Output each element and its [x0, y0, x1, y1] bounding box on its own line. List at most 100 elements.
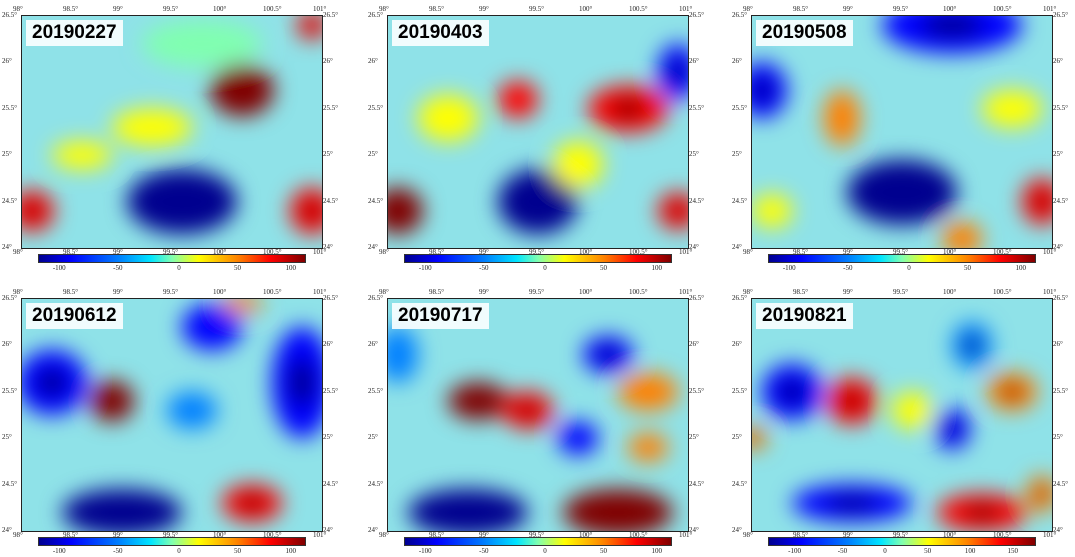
- anomaly-blob: [982, 90, 1042, 128]
- colorbar-tick-label: 50: [600, 547, 607, 555]
- x-tick-label: 100°: [579, 248, 593, 256]
- y-tick-label: 26.5°: [368, 11, 384, 19]
- x-tick-label: 99°: [479, 248, 489, 256]
- x-tick-label: 100°: [579, 531, 593, 539]
- anomaly-core: [464, 392, 492, 410]
- x-tick-label: 100°: [579, 5, 593, 13]
- anomaly-core: [388, 200, 410, 222]
- anomaly-core: [157, 186, 207, 217]
- x-tick-label: 100.5°: [263, 248, 282, 256]
- y-tick-label: 26°: [2, 340, 12, 349]
- x-tick-label: 99.5°: [893, 5, 909, 13]
- x-tick-label: 101°: [1043, 248, 1057, 256]
- anomaly-core: [752, 433, 759, 444]
- anomaly-core: [963, 334, 981, 356]
- y-tick-label: 25°: [1053, 433, 1063, 442]
- x-tick-label: 101°: [313, 5, 327, 13]
- x-tick-label: 99°: [113, 288, 123, 296]
- x-tick-label: 98°: [379, 531, 389, 539]
- y-tick-label: 26.5°: [368, 294, 384, 302]
- x-tick-label: 98°: [13, 531, 23, 539]
- colorbar: [404, 537, 672, 546]
- y-tick-label: 24°: [1053, 526, 1063, 534]
- y-tick-label: 25.5°: [2, 386, 18, 395]
- x-tick-label: 98.5°: [63, 5, 79, 13]
- colorbar: [768, 254, 1036, 263]
- colorbar-tick-label: 0: [543, 264, 547, 272]
- map-panel: 20190403 98° 98° 98.5° 98.5° 99° 99° 99.5° 99.5°…: [366, 0, 706, 272]
- anomaly-blob: [498, 80, 538, 119]
- y-tick-label: 26°: [689, 57, 699, 66]
- x-tick-label: 100°: [213, 288, 227, 296]
- x-tick-label: 101°: [1043, 288, 1057, 296]
- anomaly-core: [778, 379, 806, 405]
- x-tick-label: 99°: [113, 531, 123, 539]
- anomaly-core: [22, 201, 42, 221]
- x-tick-label: 100.5°: [263, 288, 282, 296]
- colorbar-tick-label: 0: [907, 264, 911, 272]
- y-tick-label: 24°: [732, 243, 742, 251]
- anomaly-blob: [222, 299, 262, 313]
- x-tick-label: 101°: [313, 248, 327, 256]
- anomaly-blob: [553, 141, 603, 188]
- y-tick-label: 26.5°: [2, 11, 18, 19]
- y-tick-label: 25°: [368, 150, 378, 159]
- x-tick-label: 100.5°: [629, 288, 648, 296]
- x-tick-label: 99°: [113, 248, 123, 256]
- y-tick-label: 25°: [368, 433, 378, 442]
- y-tick-label: 26°: [368, 340, 378, 349]
- anomaly-map: 20190717: [387, 298, 689, 532]
- x-tick-label: 99°: [479, 531, 489, 539]
- anomaly-core: [305, 19, 319, 32]
- colorbar-tick-label: -50: [113, 547, 123, 555]
- y-tick-label: 25°: [1053, 150, 1063, 159]
- y-tick-label: 26°: [732, 57, 742, 66]
- y-tick-label: 25.5°: [323, 103, 339, 112]
- y-tick-label: 25°: [2, 433, 12, 442]
- x-tick-label: 100.5°: [629, 531, 648, 539]
- y-tick-label: 25°: [323, 150, 333, 159]
- x-tick-label: 98°: [379, 5, 389, 13]
- anomaly-core: [95, 502, 149, 523]
- x-tick-label: 100.5°: [629, 248, 648, 256]
- y-tick-label: 24.5°: [689, 196, 705, 205]
- x-tick-label: 98°: [379, 288, 389, 296]
- colorbar-tick-label: 50: [924, 547, 932, 555]
- anomaly-core: [920, 16, 984, 38]
- colorbar-tick-label: 50: [600, 264, 607, 272]
- x-tick-label: 99.5°: [893, 248, 909, 256]
- y-tick-label: 26.5°: [1053, 11, 1069, 19]
- colorbar: [768, 537, 1036, 546]
- x-tick-label: 99.5°: [529, 531, 545, 539]
- x-tick-label: 101°: [679, 5, 693, 13]
- colorbar-tick-label: 100: [651, 264, 662, 272]
- x-tick-label: 98.5°: [429, 288, 445, 296]
- map-panel: 20190612 98° 98° 98.5° 98.5° 99° 99° 99.5° 99.5°…: [0, 283, 340, 555]
- y-tick-label: 26°: [689, 340, 699, 349]
- anomaly-core: [441, 502, 495, 523]
- anomaly-core: [752, 77, 774, 103]
- anomaly-core: [877, 177, 927, 207]
- y-tick-label: 25°: [2, 150, 12, 159]
- y-tick-label: 24.5°: [323, 479, 339, 488]
- y-tick-label: 25.5°: [323, 386, 339, 395]
- y-tick-label: 25°: [732, 433, 742, 442]
- anomaly-map: 20190403: [387, 15, 689, 249]
- x-tick-label: 99°: [479, 288, 489, 296]
- anomaly-blob: [824, 90, 860, 146]
- x-tick-label: 98°: [13, 248, 23, 256]
- y-tick-label: 25.5°: [1053, 386, 1069, 395]
- y-tick-label: 24°: [323, 526, 333, 534]
- anomaly-blob: [112, 108, 192, 146]
- y-tick-label: 24.5°: [1053, 479, 1069, 488]
- x-tick-label: 98.5°: [793, 288, 809, 296]
- anomaly-blob: [182, 303, 242, 351]
- y-tick-label: 26.5°: [732, 294, 748, 302]
- anomaly-blob: [752, 427, 767, 450]
- colorbar-tick-label: -50: [479, 264, 489, 272]
- colorbar-tick-label: -100: [418, 264, 432, 272]
- y-tick-label: 24.5°: [368, 196, 384, 205]
- x-tick-label: 101°: [679, 288, 693, 296]
- y-tick-label: 24.5°: [2, 196, 18, 205]
- anomaly-core: [520, 186, 556, 217]
